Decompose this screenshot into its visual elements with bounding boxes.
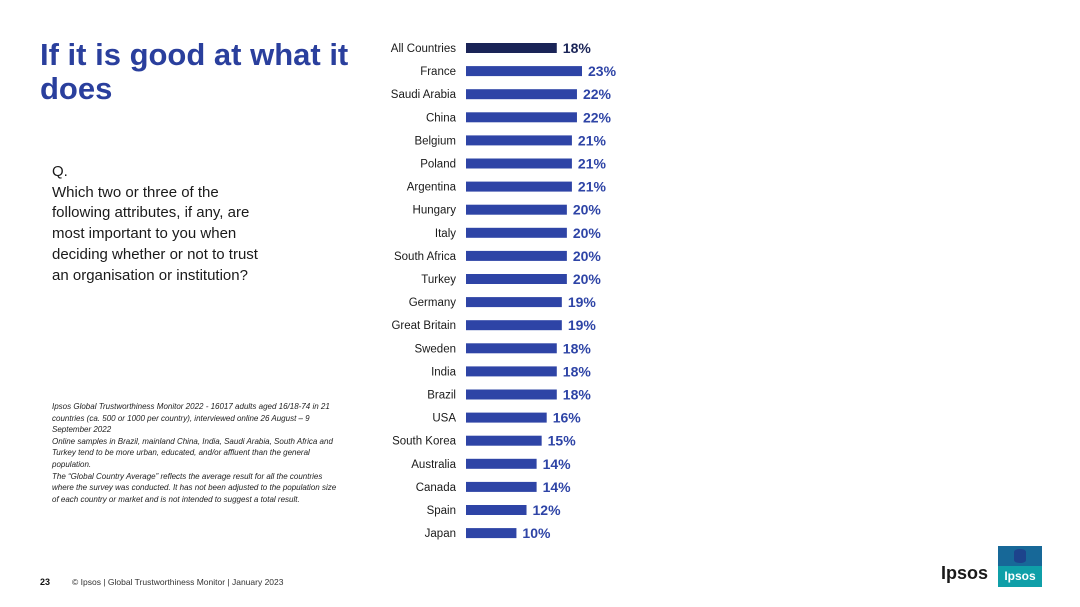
value-label: 16% [553, 410, 582, 426]
category-label: USA [432, 413, 456, 425]
footer: 23 © Ipsos | Global Trustworthiness Moni… [40, 577, 284, 587]
bar [466, 66, 582, 77]
value-label: 14% [543, 479, 572, 495]
category-label: Poland [420, 159, 456, 171]
page-title: If it is good at what it does [40, 37, 349, 106]
ipsos-logo-text: Ipsos [1004, 569, 1036, 583]
ipsos-logo: Ipsos [998, 546, 1042, 587]
bar [466, 135, 572, 146]
category-label: Brazil [427, 390, 456, 402]
bar [466, 89, 577, 100]
category-label: South Korea [392, 436, 457, 448]
category-label: Saudi Arabia [391, 89, 457, 101]
bar [466, 505, 527, 515]
value-label: 20% [573, 202, 602, 218]
category-label: Turkey [421, 274, 456, 286]
category-label: South Africa [394, 251, 457, 263]
value-label: 22% [583, 86, 612, 102]
value-label: 21% [578, 132, 607, 148]
category-label: Australia [411, 459, 456, 471]
bar [466, 343, 557, 354]
category-label: Spain [427, 505, 456, 517]
category-label: Great Britain [391, 320, 456, 332]
bar [466, 458, 537, 469]
value-label: 18% [563, 340, 592, 356]
value-label: 20% [573, 248, 602, 264]
value-label: 19% [568, 294, 597, 310]
page-number: 23 [40, 577, 51, 587]
value-label: 20% [573, 225, 602, 241]
category-label: China [426, 112, 457, 124]
value-label: 18% [563, 387, 592, 403]
bar [466, 389, 557, 400]
value-label: 19% [568, 317, 597, 333]
note-sample: Ipsos Global Trustworthiness Monitor 202… [52, 402, 330, 435]
value-label: 10% [522, 525, 551, 541]
question-text: Which two or three of the following attr… [52, 183, 258, 284]
bar [466, 435, 542, 446]
category-label: Germany [409, 297, 457, 309]
category-label: Argentina [407, 182, 457, 194]
category-label: India [431, 366, 457, 378]
bar [466, 204, 567, 215]
note-average: The “Global Country Average” reflects th… [52, 471, 337, 504]
value-label: 23% [588, 63, 617, 79]
note-online: Online samples in Brazil, mainland China… [52, 436, 333, 469]
bar [466, 112, 577, 123]
category-label: Sweden [414, 343, 456, 355]
bar [466, 412, 547, 423]
footer-text: © Ipsos | Global Trustworthiness Monitor… [72, 577, 284, 587]
bar [466, 528, 517, 539]
bar [466, 366, 557, 377]
category-label: Canada [416, 482, 457, 494]
value-label: 18% [563, 363, 592, 379]
bar [466, 320, 562, 331]
category-label: Italy [435, 228, 456, 240]
category-label: Hungary [413, 205, 457, 217]
methodology-notes: Ipsos Global Trustworthiness Monitor 202… [52, 401, 342, 505]
category-label: Belgium [414, 135, 456, 147]
value-label: 14% [543, 456, 572, 472]
category-label: All Countries [391, 43, 456, 55]
bar [466, 227, 567, 238]
category-label: Japan [425, 528, 456, 540]
category-label: France [420, 66, 456, 78]
value-label: 18% [563, 40, 592, 56]
value-label: 12% [533, 502, 562, 518]
bar [466, 181, 572, 192]
question-block: Q. Which two or three of the following a… [52, 162, 302, 286]
value-label: 21% [578, 156, 607, 172]
question-prefix: Q. [52, 163, 68, 180]
value-label: 20% [573, 271, 602, 287]
bar [466, 274, 567, 284]
value-label: 21% [578, 179, 607, 195]
value-label: 22% [583, 109, 612, 125]
value-label: 15% [548, 433, 577, 449]
bar [466, 250, 567, 261]
bar [466, 481, 537, 492]
bar [466, 297, 562, 308]
bar [466, 43, 557, 53]
bar [466, 158, 572, 169]
ipsos-wordmark: Ipsos [941, 563, 989, 583]
